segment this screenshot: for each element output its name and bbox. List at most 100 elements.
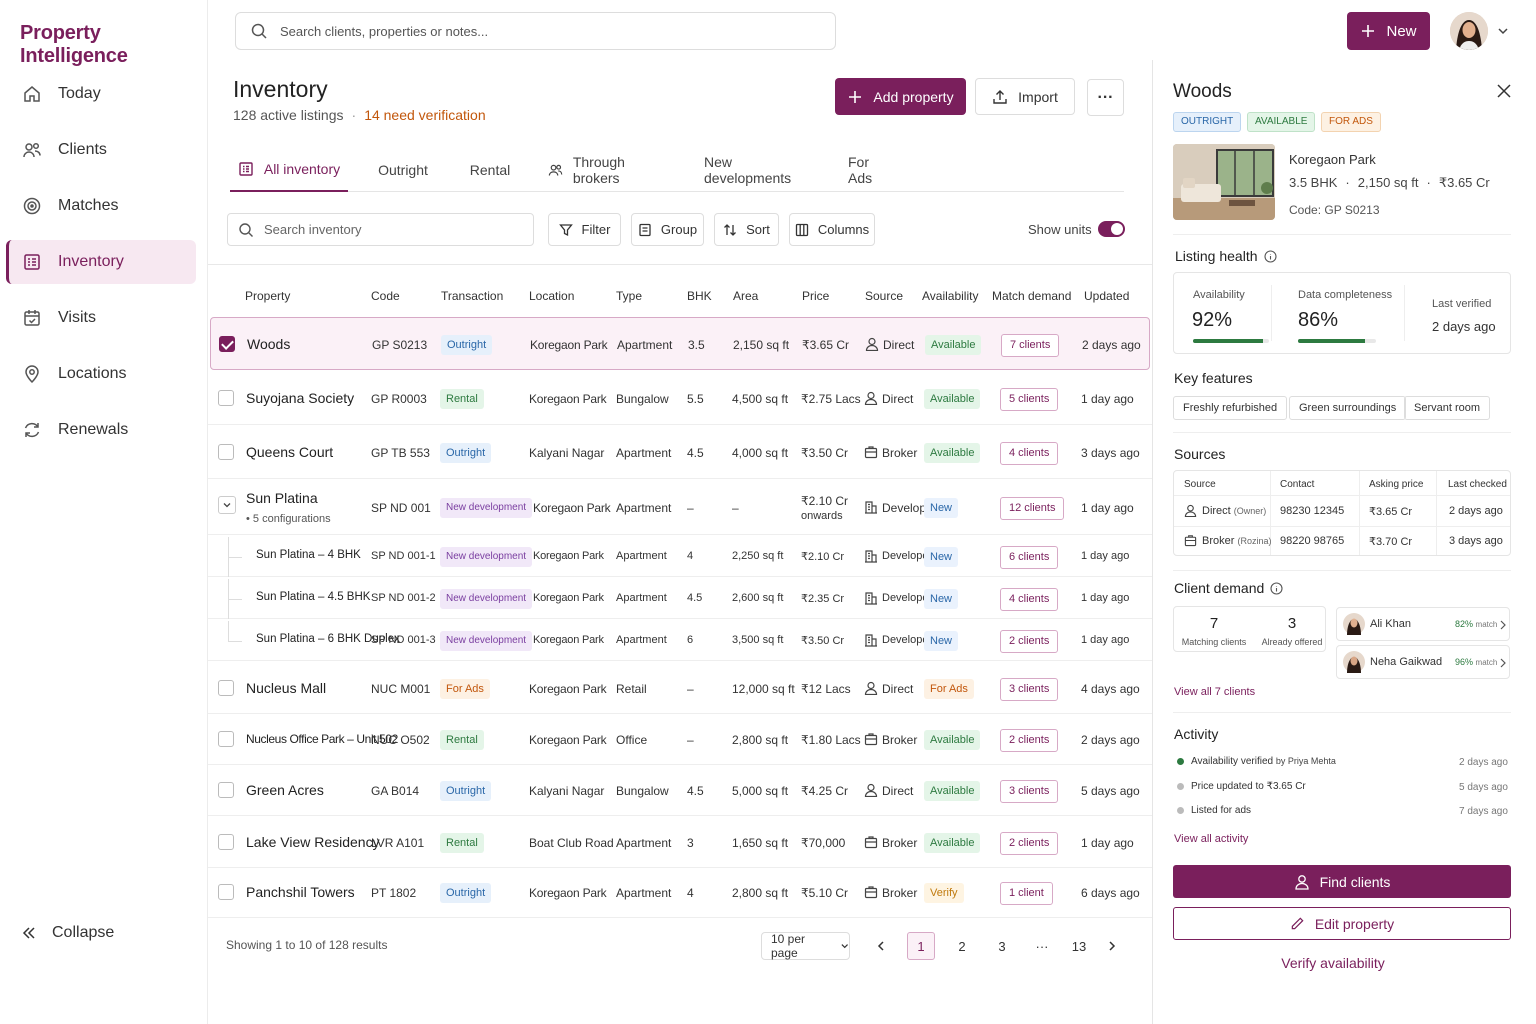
match-demand-button[interactable]: 2 clients (1000, 728, 1059, 752)
import-button[interactable]: Import (975, 78, 1075, 115)
tab-through-brokers[interactable]: Through brokers (548, 148, 668, 192)
column-header[interactable]: Source (865, 289, 904, 303)
table-row[interactable]: Woods GP S0213 Outright Koregaon Park Apartm… (210, 317, 1150, 370)
per-page-select[interactable]: 10 per page (761, 932, 850, 960)
column-header[interactable]: Price (802, 289, 830, 303)
property-name[interactable]: Queens Court (246, 443, 334, 460)
property-name[interactable]: Woods (247, 335, 291, 352)
match-demand-button[interactable]: 5 clients (1000, 387, 1059, 411)
row-checkbox[interactable] (218, 833, 234, 850)
match-demand-button[interactable]: 1 client (1000, 881, 1053, 905)
find-clients-button[interactable]: Find clients (1173, 865, 1511, 898)
match-demand-button[interactable]: 4 clients (1000, 588, 1059, 611)
property-name[interactable]: Green Acres (246, 781, 324, 798)
page-button-1[interactable]: 1 (907, 932, 935, 960)
child-row[interactable]: Sun Platina – 6 BHK Duplex SP ND 001-3 New… (208, 621, 1152, 661)
sidebar-item-visits[interactable]: Visits (6, 296, 196, 340)
collapse-button[interactable]: Collapse (20, 924, 114, 942)
column-header[interactable]: Availability (922, 289, 979, 303)
match-demand-button[interactable]: 2 clients (1000, 831, 1059, 855)
column-header[interactable]: Transaction (441, 289, 504, 303)
column-header[interactable]: Area (733, 289, 759, 303)
property-name[interactable]: Lake View Residency (246, 833, 380, 850)
edit-property-button[interactable]: Edit property (1173, 907, 1511, 940)
expand-toggle[interactable] (218, 495, 236, 514)
property-name[interactable]: Suyojana Society (246, 389, 355, 406)
inventory-search-input[interactable]: Search inventory (227, 213, 534, 246)
matched-client-row[interactable]: Ali Khan 82% match (1336, 607, 1510, 641)
child-row[interactable]: Sun Platina – 4.5 BHK SP ND 001-2 New deve… (208, 579, 1152, 619)
need-verification-link[interactable]: 14 need verification (364, 107, 486, 123)
view-all-activity-link[interactable]: View all activity (1174, 833, 1249, 845)
row-checkbox[interactable] (219, 335, 235, 352)
sort-button[interactable]: Sort (714, 213, 779, 246)
match-demand-button[interactable]: 6 clients (1000, 546, 1059, 569)
add-property-button[interactable]: Add property (835, 78, 966, 115)
info-icon[interactable] (1270, 582, 1283, 595)
property-name[interactable]: Sun Platina (246, 489, 318, 506)
row-checkbox[interactable] (218, 781, 234, 798)
table-row[interactable]: Nucleus Mall NUC M001 For Ads Koregaon Park… (208, 663, 1152, 714)
table-row[interactable]: Panchshil Towers PT 1802 Outright Koregaon … (208, 867, 1152, 918)
tab-all-inventory[interactable]: All inventory (230, 148, 348, 192)
sidebar-item-matches[interactable]: Matches (6, 184, 196, 228)
more-options-button[interactable]: ··· (1087, 79, 1124, 116)
match-demand-button[interactable]: 3 clients (1000, 677, 1059, 701)
property-name[interactable]: Nucleus Mall (246, 679, 327, 696)
tab-outright[interactable]: Outright (370, 148, 436, 192)
page-button-2[interactable]: 2 (958, 938, 966, 954)
row-checkbox[interactable] (218, 730, 234, 747)
view-all-clients-link[interactable]: View all 7 clients (1174, 686, 1256, 698)
child-row[interactable]: Sun Platina – 4 BHK SP ND 001-1 New develo… (208, 537, 1152, 577)
sidebar-item-clients[interactable]: Clients (6, 128, 196, 172)
tab-for-ads[interactable]: For Ads (848, 148, 892, 192)
close-icon[interactable] (1496, 83, 1512, 99)
property-name[interactable]: Sun Platina – 4.5 BHK (256, 591, 371, 603)
match-demand-button[interactable]: 12 clients (1000, 496, 1065, 520)
table-row[interactable]: Sun Platina • 5 configurations SP ND 001 Ne… (208, 480, 1152, 535)
matched-client-row[interactable]: Neha Gaikwad 96% match (1336, 645, 1510, 679)
group-button[interactable]: Group (631, 213, 704, 246)
match-demand-button[interactable]: 2 clients (1000, 630, 1059, 653)
sidebar-item-inventory[interactable]: Inventory (6, 240, 196, 284)
row-checkbox[interactable] (218, 443, 234, 460)
sidebar-item-locations[interactable]: Locations (6, 352, 196, 396)
column-header[interactable]: Location (529, 289, 575, 303)
column-header[interactable]: BHK (687, 289, 712, 303)
property-name[interactable]: Sun Platina – 6 BHK Duplex (256, 633, 400, 645)
table-row[interactable]: Nucleus Office Park – Unit 502 NUC O502 Re… (208, 714, 1152, 765)
prev-page-button[interactable] (867, 932, 895, 960)
page-button-3[interactable]: 3 (998, 938, 1006, 954)
column-header[interactable]: Code (371, 289, 400, 303)
sidebar-item-today[interactable]: Today (6, 72, 196, 116)
match-demand-button[interactable]: 4 clients (1000, 441, 1059, 465)
columns-button[interactable]: Columns (789, 213, 875, 246)
column-header[interactable]: Type (616, 289, 643, 303)
new-button[interactable]: New (1347, 12, 1430, 50)
tab-rental[interactable]: Rental (464, 148, 516, 192)
table-row[interactable]: Green Acres GA B014 Outright Kalyani Nagar B… (208, 765, 1152, 816)
verify-availability-link[interactable]: Verify availability (1281, 955, 1385, 971)
row-checkbox[interactable] (218, 389, 234, 406)
match-demand-button[interactable]: 3 clients (1000, 779, 1059, 803)
tab-new-developments[interactable]: New developments (704, 148, 810, 192)
global-search-input[interactable]: Search clients, properties or notes... (235, 12, 836, 50)
match-demand-button[interactable]: 7 clients (1001, 333, 1060, 357)
row-checkbox[interactable] (218, 883, 234, 900)
next-page-button[interactable] (1098, 932, 1126, 960)
table-row[interactable]: Suyojana Society GP R0003 Rental Koregaon P… (208, 372, 1152, 425)
column-header[interactable]: Updated (1084, 289, 1130, 303)
property-name[interactable]: Nucleus Office Park – Unit 502 (246, 731, 398, 746)
row-checkbox[interactable] (218, 679, 234, 696)
property-name[interactable]: Panchshil Towers (246, 883, 355, 900)
filter-button[interactable]: Filter (548, 213, 621, 246)
info-icon[interactable] (1263, 250, 1277, 263)
column-header[interactable]: Match demand (992, 289, 1072, 303)
page-button-13[interactable]: 13 (1071, 938, 1087, 954)
user-avatar[interactable] (1450, 12, 1488, 50)
column-header[interactable]: Property (245, 289, 291, 303)
table-row[interactable]: Queens Court GP TB 553 Outright Kalyani Nag… (208, 426, 1152, 479)
table-row[interactable]: Lake View Residency LVR A101 Rental Boat Cl… (208, 817, 1152, 868)
property-name[interactable]: Sun Platina – 4 BHK (256, 549, 361, 561)
show-units-toggle[interactable] (1098, 221, 1125, 237)
